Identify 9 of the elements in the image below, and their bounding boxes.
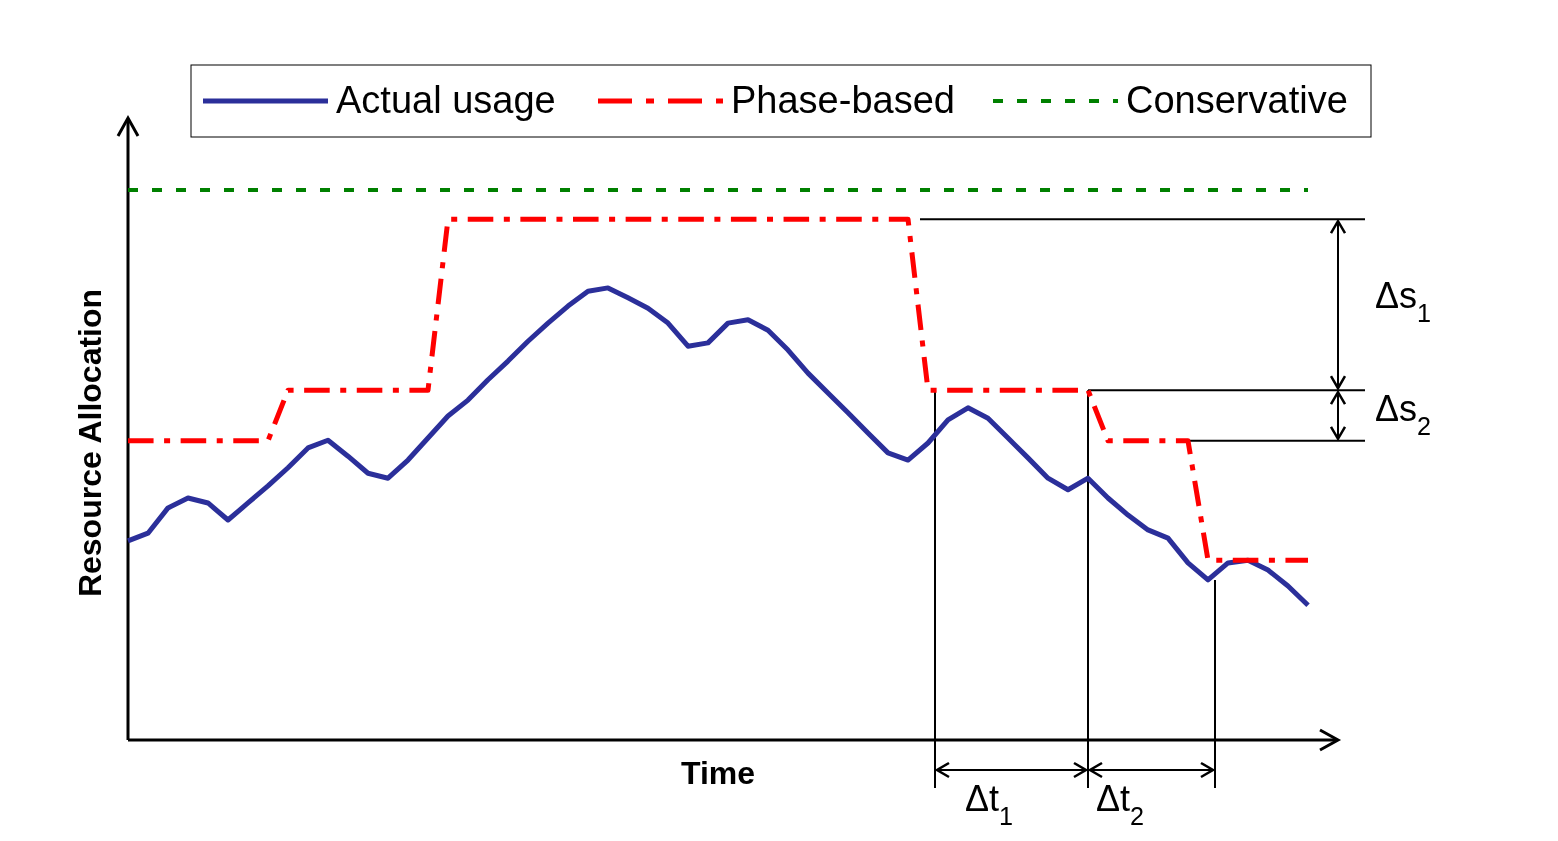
text: Δt$_{1}$: [965, 778, 1014, 830]
x-axis-title: Time: [680, 755, 756, 791]
legend-label: Conservative: [1126, 79, 1348, 121]
y-axis-title: Resource Allocation: [72, 288, 108, 598]
text: Δs$_{2}$: [1375, 388, 1432, 440]
legend-label: Actual usage: [336, 79, 556, 121]
text: Δt$_{2}$: [1096, 778, 1145, 830]
text: Δs$_{1}$: [1375, 275, 1432, 327]
legend-label: Phase-based: [731, 79, 955, 121]
